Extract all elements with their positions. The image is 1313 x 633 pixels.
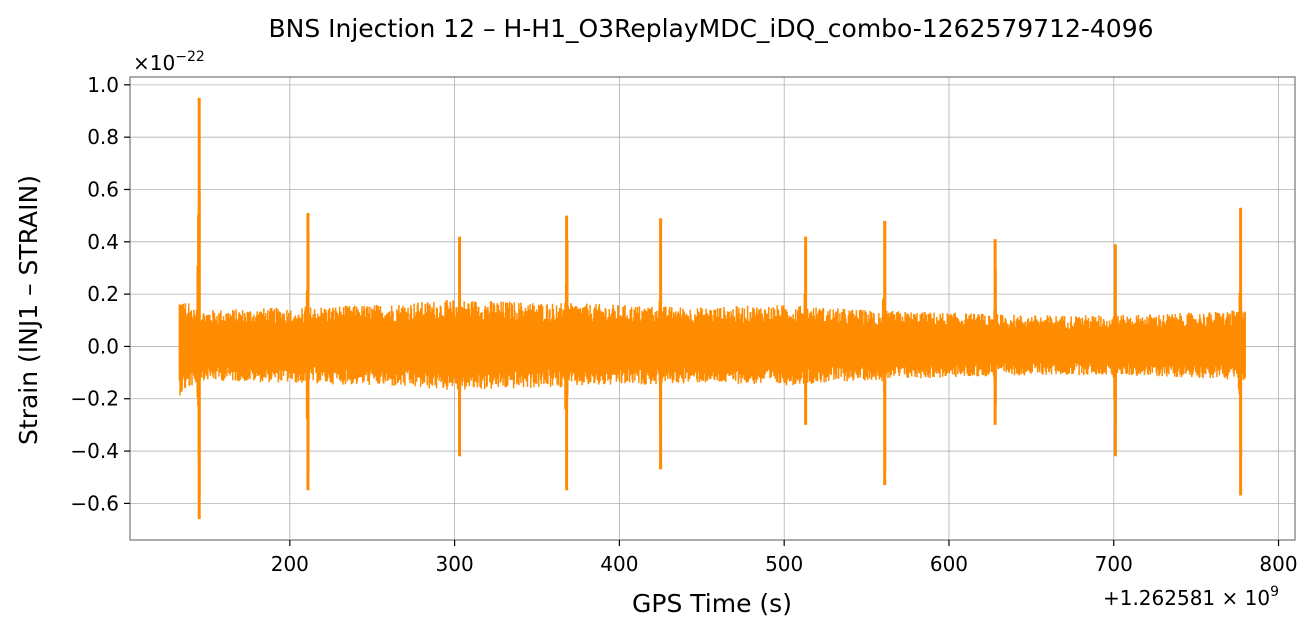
y-tick-label: 0.0 bbox=[87, 334, 119, 358]
signal-trace bbox=[178, 193, 1246, 512]
plot-frame bbox=[129, 76, 1296, 541]
x-tick-label: 400 bbox=[600, 552, 638, 576]
y-tick-label: 0.8 bbox=[87, 125, 119, 149]
x-tick-label: 800 bbox=[1259, 552, 1297, 576]
y-axis-label: Strain (INJ1 – STRAIN) bbox=[14, 175, 43, 445]
x-tick-label: 700 bbox=[1095, 552, 1133, 576]
y-scale-label: ×10−22 bbox=[133, 49, 205, 75]
y-tick-label: 0.2 bbox=[87, 282, 119, 306]
y-tick-label: −0.2 bbox=[70, 387, 119, 411]
x-tick-label: 600 bbox=[930, 552, 968, 576]
y-tick-label: 1.0 bbox=[87, 73, 119, 97]
y-axis-ticks: −0.6 −0.4 −0.2 0.0 0.2 0.4 0.6 0.8 1.0 bbox=[70, 73, 130, 515]
x-axis-label: GPS Time (s) bbox=[632, 589, 792, 618]
y-tick-label: −0.4 bbox=[70, 439, 119, 463]
chart-title: BNS Injection 12 – H-H1_O3ReplayMDC_iDQ_… bbox=[268, 14, 1153, 43]
y-tick-label: 0.4 bbox=[87, 230, 119, 254]
signal-series bbox=[178, 97, 1246, 520]
x-tick-label: 300 bbox=[436, 552, 474, 576]
y-tick-label: −0.6 bbox=[70, 491, 119, 515]
x-tick-label: 200 bbox=[271, 552, 309, 576]
x-tick-label: 500 bbox=[765, 552, 803, 576]
x-axis-ticks: 200 300 400 500 600 700 800 bbox=[271, 540, 1298, 576]
y-tick-label: 0.6 bbox=[87, 177, 119, 201]
x-offset-label: +1.262581 × 109 bbox=[1103, 584, 1279, 610]
